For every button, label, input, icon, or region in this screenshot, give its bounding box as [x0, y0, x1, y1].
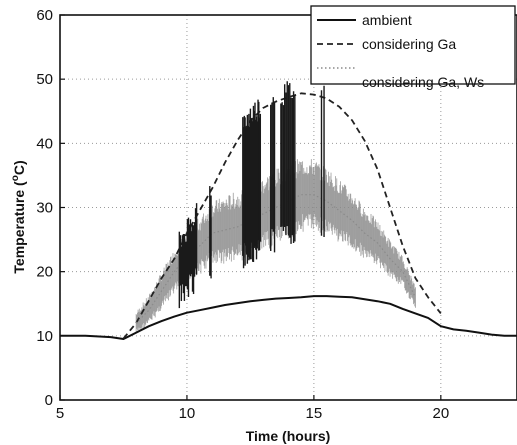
legend-label-considering-ga: considering Ga: [362, 36, 456, 52]
legend-label-ambient: ambient: [362, 12, 412, 28]
y-tick-label: 10: [36, 328, 53, 345]
axis-ticks: 5 10 15 20 0 10 20 30 40 50 60: [36, 7, 449, 422]
y-tick-label: 20: [36, 264, 53, 281]
x-axis-label: Time (hours): [246, 428, 331, 444]
x-tick-label: 5: [56, 405, 64, 422]
series-lines: [60, 92, 517, 340]
legend-label-considering-ga-ws: considering Ga, Ws: [362, 74, 484, 90]
y-tick-label: 50: [36, 71, 53, 88]
x-tick-label: 15: [306, 405, 323, 422]
y-axis-label-unit: C): [11, 160, 27, 175]
y-tick-label: 30: [36, 200, 53, 217]
measurement-spikes: [178, 81, 325, 309]
y-axis-label-degree: o: [10, 175, 21, 181]
legend: ambient considering Ga considering Ga, W…: [310, 5, 516, 90]
x-tick-label: 20: [432, 405, 449, 422]
y-tick-label: 40: [36, 135, 53, 152]
y-axis-label-main: Temperature (: [11, 181, 27, 274]
svg-text:Temperature (oC): Temperature (oC): [10, 160, 27, 273]
noisy-series-band: [135, 159, 416, 332]
series-line-0: [60, 295, 517, 340]
series-line-1: [122, 92, 442, 339]
x-tick-label: 10: [179, 405, 196, 422]
y-tick-label: 60: [36, 7, 53, 24]
y-axis-label: Temperature (oC): [10, 160, 27, 273]
y-tick-label: 0: [45, 392, 53, 409]
